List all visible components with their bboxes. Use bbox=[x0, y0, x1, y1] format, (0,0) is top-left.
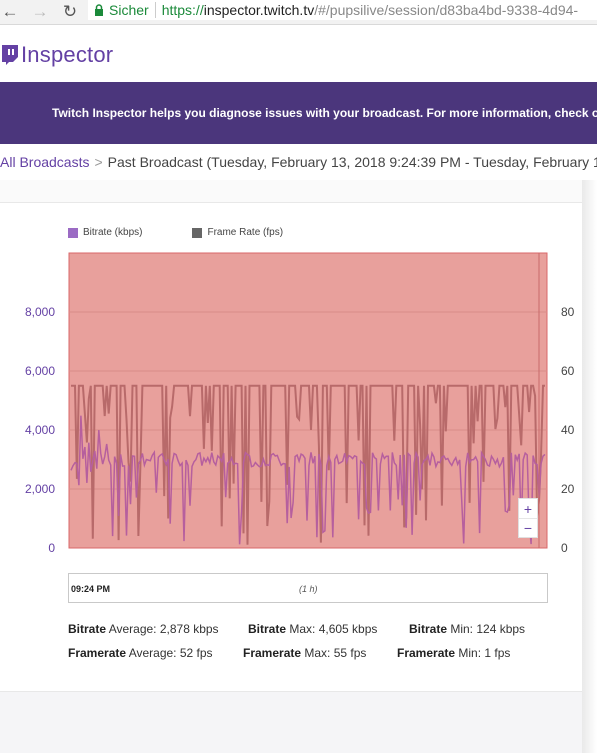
right-axis-tick-label: 80 bbox=[561, 305, 575, 319]
address-bar[interactable]: Sicher https:// inspector.twitch.tv /#/p… bbox=[88, 0, 597, 20]
right-axis-tick-label: 60 bbox=[561, 364, 575, 378]
panel-gap bbox=[0, 180, 597, 202]
twitch-glitch-icon bbox=[2, 45, 18, 65]
timeline-navigator[interactable]: 09:24 PM (1 h) bbox=[68, 573, 548, 603]
breadcrumb-all-broadcasts[interactable]: All Broadcasts bbox=[0, 154, 90, 170]
framerate-stats-row: Framerate Average: 52 fps Framerate Max:… bbox=[68, 641, 525, 665]
breadcrumb: All Broadcasts > Past Broadcast (Tuesday, … bbox=[0, 154, 597, 170]
url-scheme: https:// bbox=[161, 2, 204, 18]
secure-label: Sicher bbox=[109, 2, 149, 18]
framerate-average: Framerate Average: 52 fps bbox=[68, 646, 213, 660]
stats-summary: Bitrate Average: 2,878 kbps Bitrate Max:… bbox=[68, 617, 525, 665]
zoom-in-button[interactable]: + bbox=[523, 500, 533, 517]
browser-toolbar: ← → ↻ Sicher https:// inspector.twitch.t… bbox=[0, 0, 597, 25]
breadcrumb-separator: > bbox=[94, 154, 103, 170]
chart-legend: Bitrate (kbps) Frame Rate (fps) bbox=[68, 227, 283, 238]
zoom-controls: + − bbox=[518, 498, 538, 538]
bitrate-max: Bitrate Max: 4,605 kbps bbox=[248, 622, 378, 636]
banner-text: Twitch Inspector helps you diagnose issu… bbox=[52, 106, 597, 120]
left-axis-tick-label: 2,000 bbox=[25, 482, 55, 496]
framerate-swatch bbox=[192, 227, 203, 238]
bitrate-min: Bitrate Min: 124 kbps bbox=[409, 622, 526, 636]
left-axis-tick-label: 6,000 bbox=[25, 364, 55, 378]
zoom-out-button[interactable]: − bbox=[519, 518, 537, 537]
right-axis-tick-label: 0 bbox=[561, 541, 568, 555]
url-path: /#/pupsilive/session/d83ba4bd-9338-4d94- bbox=[314, 2, 579, 18]
legend-bitrate-label: Bitrate (kbps) bbox=[83, 227, 143, 238]
address-divider bbox=[154, 2, 156, 18]
info-banner: Twitch Inspector helps you diagnose issu… bbox=[0, 82, 597, 144]
back-arrow-icon[interactable]: ← bbox=[1, 2, 19, 21]
page-footer-area bbox=[0, 692, 597, 753]
legend-item-bitrate[interactable]: Bitrate (kbps) bbox=[68, 227, 142, 238]
scroll-shadow bbox=[582, 180, 597, 753]
logo-text: Inspector bbox=[21, 42, 114, 67]
framerate-line bbox=[71, 384, 545, 545]
secure-indicator[interactable]: Sicher bbox=[88, 2, 149, 18]
timeline-start-time: 09:24 PM bbox=[71, 584, 111, 594]
framerate-min: Framerate Min: 1 fps bbox=[397, 646, 511, 660]
legend-framerate-label: Frame Rate (fps) bbox=[207, 227, 284, 238]
right-axis-tick-label: 40 bbox=[561, 423, 575, 437]
forward-arrow-icon[interactable]: → bbox=[31, 2, 49, 21]
left-axis-tick-label: 0 bbox=[48, 541, 55, 555]
bitrate-framerate-chart[interactable]: 0 2,000 4,000 6,000 8,000 0 20 40 60 80 bbox=[0, 240, 597, 560]
url-host: inspector.twitch.tv bbox=[203, 2, 315, 18]
bitrate-swatch bbox=[68, 227, 78, 238]
timeline-duration: (1 h) bbox=[299, 584, 318, 594]
framerate-max: Framerate Max: 55 fps bbox=[243, 646, 367, 660]
breadcrumb-current: Past Broadcast (Tuesday, February 13, 20… bbox=[107, 154, 597, 170]
bitrate-average: Bitrate Average: 2,878 kbps bbox=[68, 622, 219, 636]
right-axis-tick-label: 20 bbox=[561, 482, 575, 496]
bitrate-line bbox=[70, 415, 546, 545]
app-logo[interactable]: Inspector bbox=[0, 32, 113, 78]
legend-item-framerate[interactable]: Frame Rate (fps) bbox=[192, 227, 283, 238]
reload-icon[interactable]: ↻ bbox=[62, 2, 78, 21]
left-axis-tick-label: 8,000 bbox=[25, 305, 55, 319]
lock-icon bbox=[95, 4, 103, 16]
bitrate-stats-row: Bitrate Average: 2,878 kbps Bitrate Max:… bbox=[68, 617, 525, 641]
left-axis-tick-label: 4,000 bbox=[25, 423, 55, 437]
